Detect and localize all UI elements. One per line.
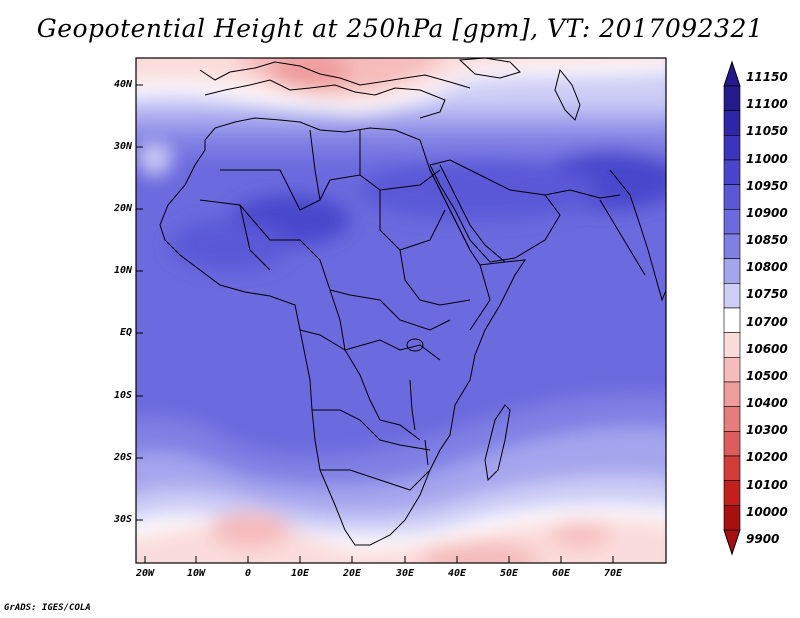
colorbar-label: 10950 xyxy=(746,178,788,193)
coastlines xyxy=(159,58,666,546)
lon-label: 40E xyxy=(447,568,467,579)
lon-label: 70E xyxy=(603,568,623,579)
colorbar-label: 10700 xyxy=(746,314,788,329)
colorbar-label: 10100 xyxy=(746,477,788,492)
chart-title: Geopotential Height at 250hPa [gpm], VT:… xyxy=(36,14,764,43)
colorbar-swatch xyxy=(723,110,741,136)
lat-label: 10N xyxy=(113,265,132,276)
lon-label: 10E xyxy=(290,568,310,579)
colorbar-label: 10200 xyxy=(746,450,788,465)
colorbar-swatch xyxy=(723,357,741,383)
colorbar-label: 10300 xyxy=(746,423,788,438)
lat-label: 40N xyxy=(113,79,132,90)
credit-text: GrADS: IGES/COLA xyxy=(4,603,91,613)
lon-label: 20E xyxy=(342,568,362,579)
colorbar-swatch xyxy=(723,258,741,284)
colorbar-swatch xyxy=(723,159,741,185)
colorbar-swatch xyxy=(723,431,741,457)
colorbar-label: 10900 xyxy=(746,205,788,220)
colorbar-label: 10000 xyxy=(746,504,788,519)
colorbar-label: 10800 xyxy=(746,260,788,275)
height-field xyxy=(136,58,666,563)
colorbar-bottom-arrow xyxy=(723,529,741,556)
colorbar-label: 11050 xyxy=(746,124,788,139)
colorbar-swatch xyxy=(723,406,741,432)
lon-label: 60E xyxy=(551,568,571,579)
colorbar-label: 10850 xyxy=(746,233,788,248)
colorbar-swatch xyxy=(723,135,741,161)
lat-label: 30N xyxy=(113,141,132,152)
colorbar-label: 11150 xyxy=(746,70,788,84)
colorbar-label: 11000 xyxy=(746,151,788,166)
lat-label: 30S xyxy=(113,514,132,525)
colorbar-label: 11100 xyxy=(746,97,788,112)
lon-label: 10W xyxy=(186,568,206,579)
colorbar-swatch xyxy=(723,233,741,259)
colorbar-top-arrow xyxy=(723,60,741,87)
colorbar-label: 10600 xyxy=(746,341,788,356)
colorbar-swatch xyxy=(723,283,741,309)
lon-label: 0 xyxy=(244,568,252,579)
colorbar-swatch xyxy=(723,184,741,210)
lon-label: 30E xyxy=(395,568,415,579)
colorbar-label: 10500 xyxy=(746,368,788,383)
colorbar xyxy=(723,60,741,556)
colorbar-swatch xyxy=(723,307,741,333)
colorbar-swatch xyxy=(723,85,741,111)
colorbar-label: 10750 xyxy=(746,287,788,302)
colorbar-swatch xyxy=(723,381,741,407)
lat-label: EQ xyxy=(119,327,132,338)
lon-label: 20W xyxy=(135,568,155,579)
lon-label: 50E xyxy=(499,568,519,579)
colorbar-swatch xyxy=(723,209,741,235)
map-frame xyxy=(135,57,667,564)
colorbar-swatch xyxy=(723,505,741,531)
colorbar-label: 10400 xyxy=(746,396,788,411)
lat-label: 20N xyxy=(113,203,132,214)
lat-label: 20S xyxy=(113,452,132,463)
colorbar-swatch xyxy=(723,480,741,506)
colorbar-label: 9900 xyxy=(746,532,780,546)
colorbar-swatch xyxy=(723,332,741,358)
colorbar-swatch xyxy=(723,455,741,481)
axis-ticks xyxy=(136,84,614,563)
lat-label: 10S xyxy=(113,390,132,401)
